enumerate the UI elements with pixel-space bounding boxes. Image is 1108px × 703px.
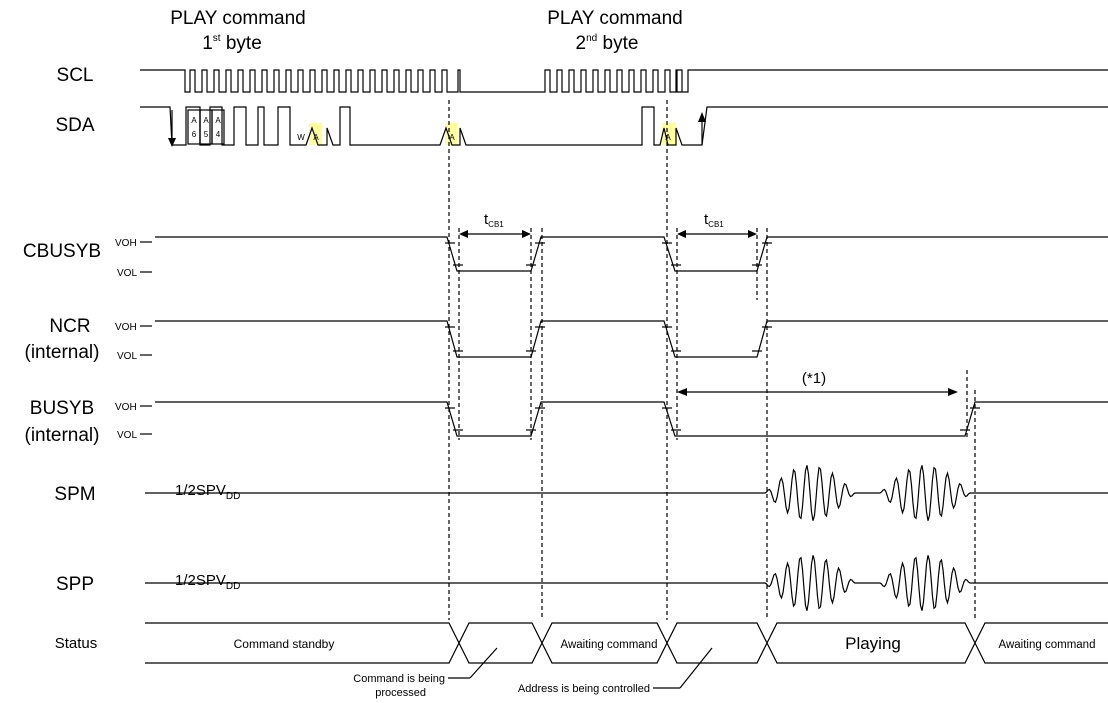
tcb1-label-1: tCB1 — [484, 211, 504, 229]
label-sda: SDA — [55, 115, 94, 136]
label-spm: SPM — [54, 484, 95, 505]
note1-marker: (*1) — [677, 370, 958, 396]
header-play-1-line2: 1st byte — [202, 33, 262, 54]
busyb-waveform — [155, 401, 1108, 437]
label-spp: SPP — [56, 574, 94, 595]
annotation-cmd-line1: Command is being — [353, 673, 445, 685]
sda-bit-ack-1: A — [313, 133, 319, 142]
label-scl: SCL — [57, 65, 94, 86]
voh-label-busyb: VOH — [115, 402, 137, 413]
sda-bit-ack-2: A — [449, 133, 455, 142]
sda-highlights — [309, 123, 675, 145]
sda-bit-a4-top: A — [215, 116, 221, 125]
sda-bit-ack-3: A — [665, 133, 671, 142]
sda-bit-a4-bottom: 4 — [216, 130, 221, 139]
bias-label-spm: 1/2SPVDD — [175, 482, 240, 502]
header-play-1-line1: PLAY command — [170, 8, 306, 29]
tcb1-label-2: tCB1 — [704, 211, 724, 229]
voh-label-ncr: VOH — [115, 322, 137, 333]
label-busyb-line1: BUSYB — [30, 398, 94, 419]
reference-dashes — [448, 100, 976, 620]
annotation-cmd-line2: processed — [375, 687, 426, 699]
header-play-2-line1: PLAY command — [547, 8, 683, 29]
sda-stop-arrow-head — [698, 112, 706, 122]
label-ncr-line1: NCR — [49, 316, 90, 337]
ncr-waveform — [155, 320, 1108, 358]
cbusyb-waveform — [155, 236, 1108, 272]
status-awaiting-command-1: Awaiting command — [561, 639, 658, 651]
annotation-addr-text: Address is being controlled — [518, 683, 650, 695]
sda-bit-a6-top: A — [191, 116, 197, 125]
label-ncr-line2: (internal) — [25, 342, 100, 363]
vol-label-cbusyb: VOL — [117, 268, 137, 279]
sda-bit-a5-bottom: 5 — [204, 130, 209, 139]
spp-waveform — [145, 555, 1108, 611]
header-play-2-line2: 2nd byte — [576, 33, 639, 54]
status-playing: Playing — [845, 634, 901, 653]
label-cbusyb: CBUSYB — [23, 241, 101, 262]
sda-bit-a4 — [211, 109, 225, 145]
voh-label-cbusyb: VOH — [115, 238, 137, 249]
label-status: Status — [55, 635, 98, 652]
status-bus — [145, 622, 1108, 664]
sda-bit-a6-bottom: 6 — [192, 130, 197, 139]
vol-label-busyb: VOL — [117, 430, 137, 441]
tcb1-marker-1: tCB1 — [459, 211, 531, 238]
label-busyb-line2: (internal) — [25, 425, 100, 446]
tcb1-marker-2: tCB1 — [677, 211, 757, 238]
sda-waveform — [140, 106, 1108, 146]
sda-bit-w: W — [297, 133, 305, 142]
sda-ack-highlight-2 — [445, 123, 458, 145]
note1-label: (*1) — [802, 370, 826, 387]
sda-ack-highlight-3 — [662, 123, 675, 145]
bias-label-spp: 1/2SPVDD — [175, 572, 240, 592]
spm-waveform — [145, 465, 1108, 521]
sda-bit-a5-top: A — [203, 116, 209, 125]
sda-bit-boxes: A 6 A 5 A 4 W A A A — [187, 109, 671, 145]
annotation-address-controlled: Address is being controlled — [518, 647, 713, 695]
annotation-command-processed: Command is being processed — [353, 647, 498, 699]
status-awaiting-command-2: Awaiting command — [999, 639, 1096, 651]
level-labels: VOH VOL VOH VOL VOH VOL 1/2SPVDD 1/2SPVD… — [115, 238, 240, 592]
vol-label-ncr: VOL — [117, 351, 137, 362]
sda-start-arrow-head — [168, 138, 176, 147]
status-command-standby: Command standby — [234, 637, 335, 651]
scl-waveform — [140, 69, 1108, 93]
